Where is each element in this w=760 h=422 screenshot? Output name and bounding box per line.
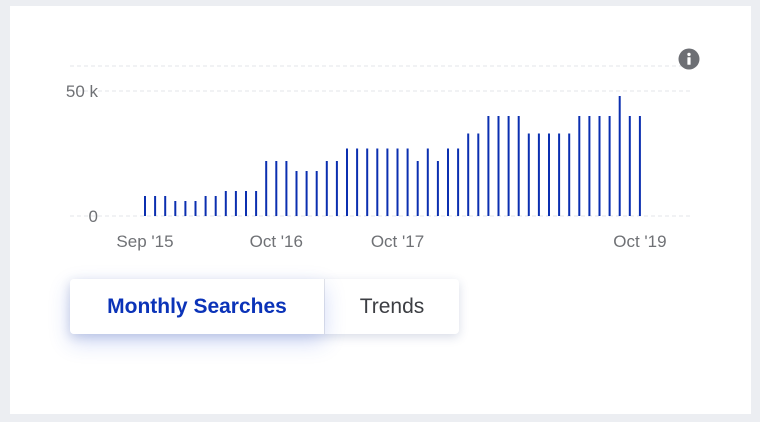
x-tick-label: Oct '17 [371, 232, 424, 251]
x-tick-label: Oct '19 [613, 232, 666, 251]
x-tick-label: Sep '15 [116, 232, 173, 251]
y-tick-label: 0 [89, 207, 98, 226]
monthly-searches-chart: 0 50 k Sep '15 Oct '16 Oct '17 Oct '19 [66, 65, 692, 251]
y-tick-label: 50 k [66, 82, 99, 101]
chart-view-tabs: Monthly Searches Trends [70, 279, 459, 334]
x-tick-label: Oct '16 [250, 232, 303, 251]
chart-card: 0 50 k Sep '15 Oct '16 Oct '17 Oct '19 Monthl… [10, 6, 751, 414]
tab-monthly-searches[interactable]: Monthly Searches [70, 279, 324, 334]
info-icon[interactable] [678, 48, 700, 70]
tab-trends[interactable]: Trends [324, 279, 459, 334]
